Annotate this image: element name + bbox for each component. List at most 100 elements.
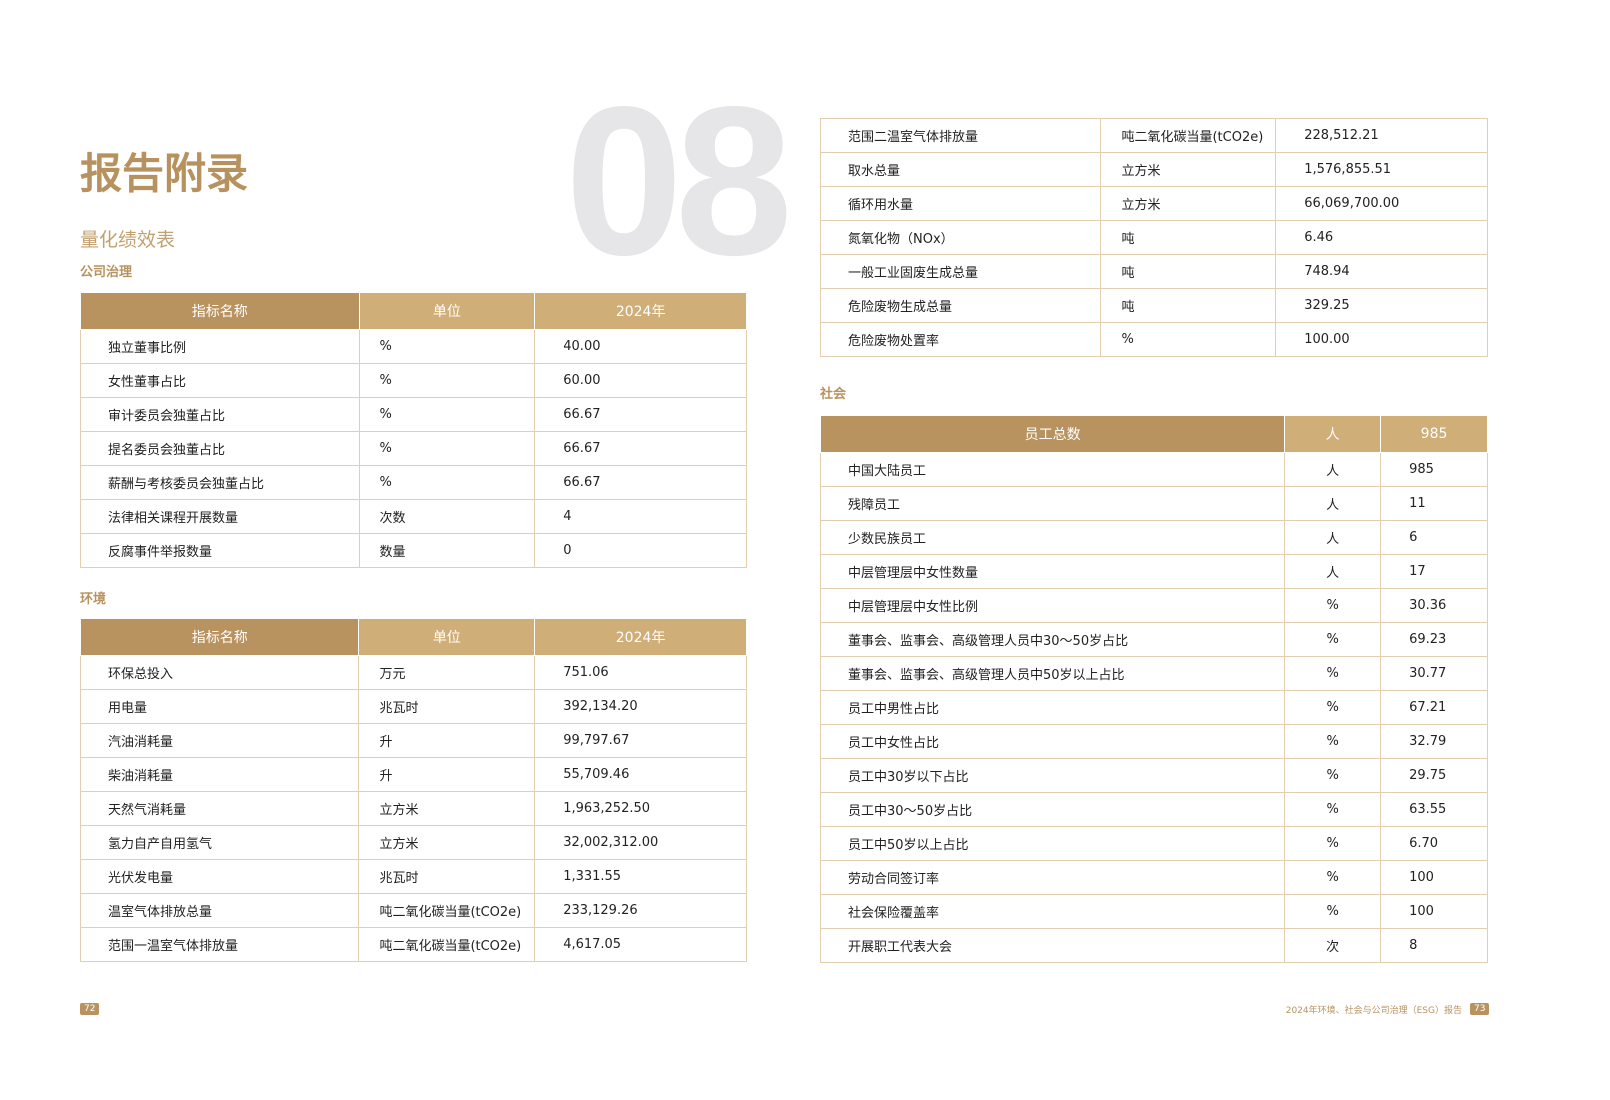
indicator-name: 范围二温室气体排放量: [819, 118, 1102, 153]
indicator-value: 100.00: [1275, 322, 1488, 357]
indicator-name: 用电量: [79, 689, 360, 724]
indicator-name: 董事会、监事会、高级管理人员中30～50岁占比: [819, 622, 1286, 657]
table-row: 范围一温室气体排放量 吨二氧化碳当量(tCO2e) 4,617.05: [79, 927, 747, 962]
indicator-value: 63.55: [1380, 792, 1488, 827]
indicator-unit: %: [358, 363, 536, 398]
indicator-name: 薪酬与考核委员会独董占比: [80, 465, 360, 500]
table-row: 范围二温室气体排放量 吨二氧化碳当量(tCO2e) 228,512.21: [819, 118, 1488, 153]
indicator-value: 233,129.26: [534, 893, 747, 928]
column-header: 单位: [358, 292, 536, 330]
table-row: 中国大陆员工人 985: [819, 452, 1488, 487]
indicator-unit: 兆瓦时: [358, 859, 536, 894]
indicator-name: 汽油消耗量: [79, 723, 360, 758]
indicator-name: 中层管理层中女性比例: [819, 588, 1286, 623]
indicator-name: 柴油消耗量: [79, 757, 360, 792]
indicator-name: 法律相关课程开展数量: [80, 499, 360, 534]
report-name-footer: 2024年环境、社会与公司治理（ESG）报告: [1285, 1006, 1462, 1016]
indicator-name: 审计委员会独董占比: [80, 397, 360, 432]
table-row: 反腐事件举报数量 数量 0: [80, 533, 747, 568]
table-row: 开展职工代表大会次 8: [819, 928, 1488, 963]
indicator-unit: 吨二氧化碳当量(tCO2e): [358, 893, 536, 928]
table-row: 循环用水量 立方米 66,069,700.00: [819, 186, 1488, 221]
table-row: 员工中女性占比% 32.79: [819, 724, 1488, 759]
indicator-unit: 立方米: [358, 825, 536, 860]
indicator-value: 55,709.46: [534, 757, 747, 792]
table-row: 温室气体排放总量 吨二氧化碳当量(tCO2e) 233,129.26: [79, 893, 747, 928]
indicator-unit: %: [1284, 724, 1382, 759]
column-header: 指标名称: [80, 292, 360, 330]
indicator-name: 提名委员会独董占比: [80, 431, 360, 466]
indicator-value: 32,002,312.00: [534, 825, 747, 860]
table-row: 法律相关课程开展数量 次数 4: [80, 499, 747, 534]
indicator-name: 环保总投入: [79, 655, 360, 690]
indicator-unit: %: [1284, 588, 1382, 623]
table-row: 中层管理层中女性数量人 17: [819, 554, 1488, 589]
indicator-value: 66.67: [534, 397, 747, 432]
table-row: 危险废物处置率% 100.00: [819, 322, 1488, 357]
indicator-unit: 数量: [358, 533, 536, 568]
indicator-unit: 次: [1284, 928, 1382, 963]
indicator-value: 99,797.67: [534, 723, 747, 758]
indicator-name: 员工中男性占比: [819, 690, 1286, 725]
column-header: 2024年: [534, 618, 747, 656]
indicator-value: 751.06: [534, 655, 747, 690]
indicator-name: 危险废物处置率: [819, 322, 1102, 357]
indicator-name: 范围一温室气体排放量: [79, 927, 360, 962]
indicator-value: 69.23: [1380, 622, 1488, 657]
indicator-name: 取水总量: [819, 152, 1102, 187]
indicator-name: 员工中30岁以下占比: [819, 758, 1286, 793]
indicator-unit: %: [1284, 690, 1382, 725]
indicator-value: 60.00: [534, 363, 747, 398]
indicator-unit: 次数: [358, 499, 536, 534]
indicator-name: 氮氧化物（NOx）: [819, 220, 1102, 255]
indicator-name: 女性董事占比: [80, 363, 360, 398]
table-row: 环保总投入 万元 751.06: [79, 655, 747, 690]
indicator-value: 329.25: [1275, 288, 1488, 323]
indicator-value: 66,069,700.00: [1275, 186, 1488, 221]
table-row: 劳动合同签订率% 100: [819, 860, 1488, 895]
indicator-value: 6: [1380, 520, 1488, 555]
section-environment: 环境: [80, 592, 107, 607]
governance-table: 指标名称 单位 2024年 独立董事比例% 40.00 女性董事占比% 60.00 审计委员会…: [80, 292, 747, 568]
indicator-name: 中层管理层中女性数量: [819, 554, 1286, 589]
indicator-name: 员工中30～50岁占比: [819, 792, 1286, 827]
indicator-unit: %: [1284, 860, 1382, 895]
indicator-value: 66.67: [534, 431, 747, 466]
page-title: 报告附录: [80, 149, 249, 198]
indicator-value: 0: [534, 533, 747, 568]
indicator-unit: %: [358, 397, 536, 432]
indicator-unit: %: [1284, 826, 1382, 861]
indicator-name: 开展职工代表大会: [819, 928, 1286, 963]
column-header: 单位: [358, 618, 536, 656]
section-social: 社会: [820, 387, 847, 402]
table-row: 天然气消耗量 立方米 1,963,252.50: [79, 791, 747, 826]
indicator-name: 中国大陆员工: [819, 452, 1286, 487]
indicator-unit: 万元: [358, 655, 536, 690]
table-row: 残障员工人 11: [819, 486, 1488, 521]
indicator-unit: 吨二氧化碳当量(tCO2e): [1100, 118, 1277, 153]
indicator-unit: 吨二氧化碳当量(tCO2e): [358, 927, 536, 962]
column-header: 985: [1380, 415, 1488, 453]
indicator-name: 氢力自产自用氢气: [79, 825, 360, 860]
indicator-unit: %: [358, 465, 536, 500]
environment-table: 指标名称 单位 2024年 环保总投入 万元 751.06 用电量 兆瓦时 392,134.20…: [79, 618, 747, 962]
indicator-value: 4: [534, 499, 747, 534]
indicator-value: 985: [1380, 452, 1488, 487]
indicator-name: 温室气体排放总量: [79, 893, 360, 928]
column-header: 员工总数: [819, 415, 1286, 453]
table-row: 取水总量 立方米 1,576,855.51: [819, 152, 1488, 187]
table-row: 独立董事比例% 40.00: [80, 329, 747, 364]
table-row: 光伏发电量 兆瓦时 1,331.55: [79, 859, 747, 894]
indicator-value: 66.67: [534, 465, 747, 500]
indicator-unit: 吨: [1100, 220, 1277, 255]
indicator-value: 1,963,252.50: [534, 791, 747, 826]
indicator-name: 少数民族员工: [819, 520, 1286, 555]
table-row: 氮氧化物（NOx）吨 6.46: [819, 220, 1488, 255]
indicator-name: 劳动合同签订率: [819, 860, 1286, 895]
table-row: 员工中男性占比% 67.21: [819, 690, 1488, 725]
indicator-name: 循环用水量: [819, 186, 1102, 221]
indicator-name: 残障员工: [819, 486, 1286, 521]
indicator-value: 1,331.55: [534, 859, 747, 894]
social-table: 员工总数人 985 中国大陆员工人 985 残障员工人 11 少数民族员工人 6 中层管理层中女…: [819, 415, 1488, 963]
table-row: 汽油消耗量升 99,797.67: [79, 723, 747, 758]
